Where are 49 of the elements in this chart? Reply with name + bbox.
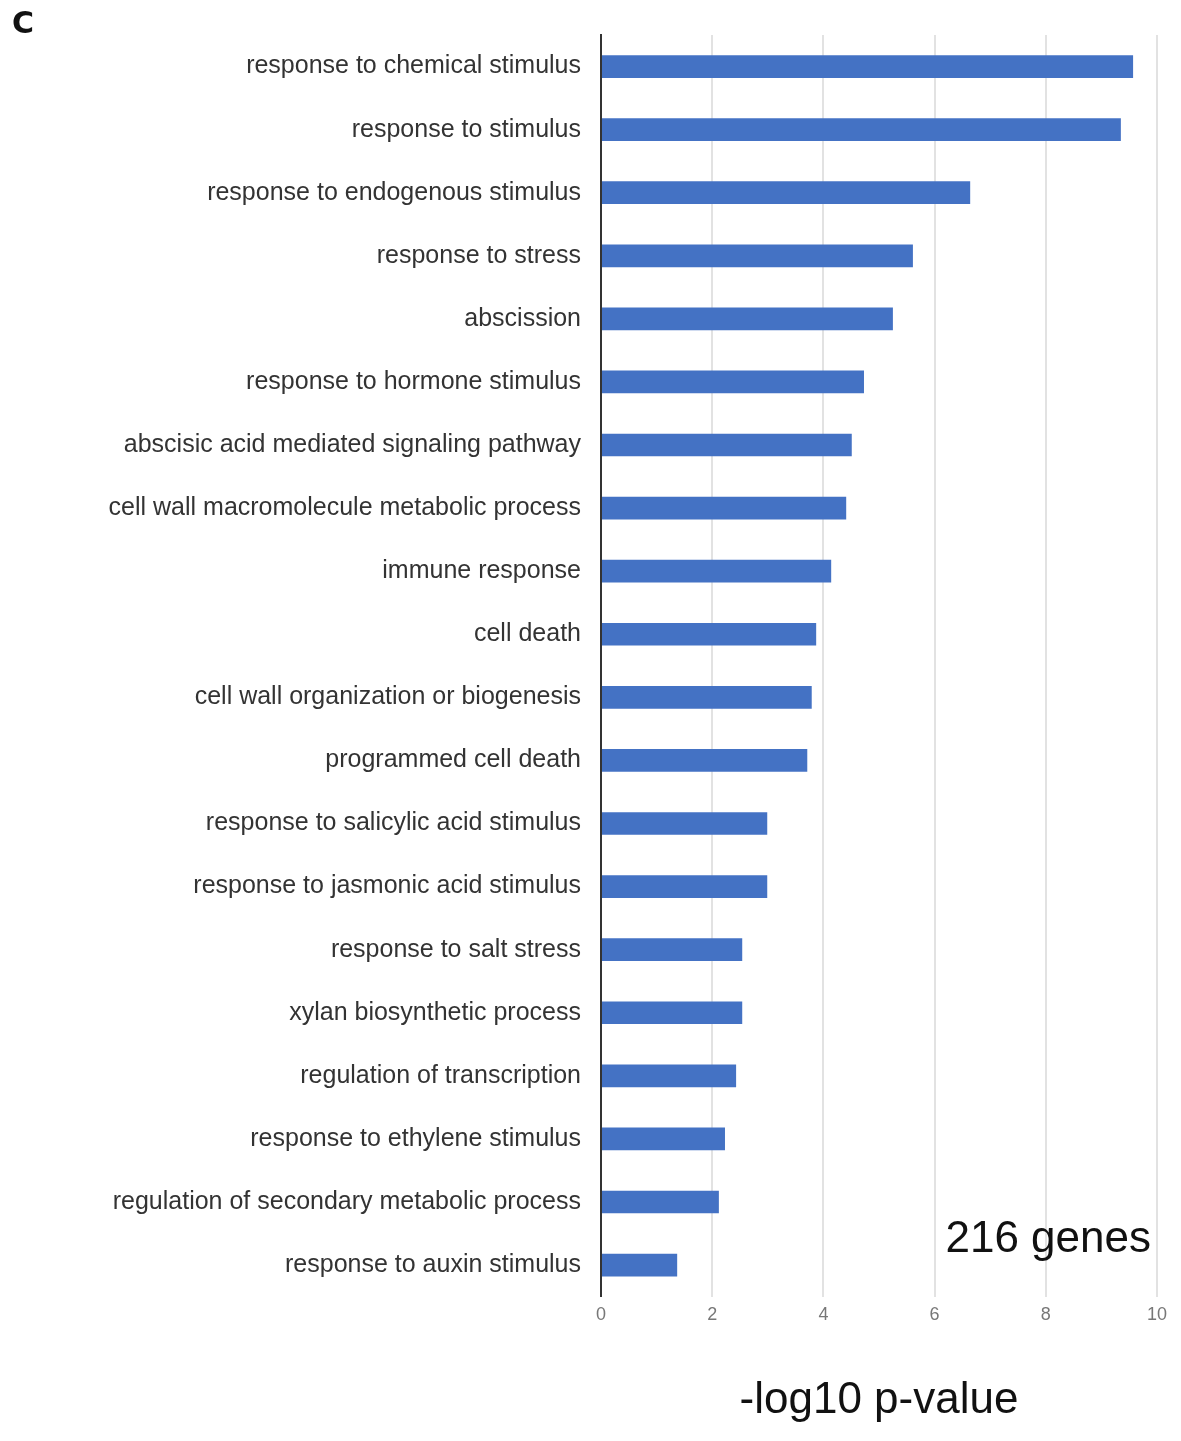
y-tick-label: immune response	[382, 555, 581, 584]
bar	[602, 875, 768, 898]
y-tick-label: abscission	[464, 302, 581, 331]
x-tick-label: 4	[818, 1304, 829, 1325]
bar	[602, 1253, 678, 1277]
bar	[602, 1127, 725, 1151]
y-tick-label: regulation of transcription	[300, 1059, 581, 1088]
bar	[602, 1190, 719, 1214]
y-tick-label: response to stimulus	[351, 113, 581, 142]
y-tick-label: response to stress	[376, 239, 581, 268]
bar	[602, 749, 808, 772]
bar	[602, 938, 743, 962]
y-tick-label: cell wall macromolecule metabolic process	[108, 491, 581, 520]
y-tick-label: response to hormone stimulus	[246, 365, 581, 394]
bar	[602, 244, 913, 268]
y-tick-label: abscisic acid mediated signaling pathway	[123, 428, 582, 457]
y-tick-label: response to ethylene stimulus	[250, 1122, 581, 1151]
y-tick-label: regulation of secondary metabolic process	[112, 1185, 581, 1214]
y-tick-label: xylan biosynthetic process	[289, 996, 581, 1025]
bar	[602, 307, 893, 331]
x-tick-label: 2	[707, 1304, 718, 1325]
x-tick-label: 0	[595, 1304, 607, 1325]
y-tick-label: response to chemical stimulus	[246, 50, 581, 79]
x-tick-label: 8	[1040, 1304, 1051, 1325]
bar	[602, 433, 852, 457]
bar	[602, 812, 768, 835]
bar	[602, 1064, 737, 1088]
bar	[602, 181, 971, 205]
x-tick-label: 6	[929, 1304, 940, 1325]
y-tick-label: cell wall organization or biogenesis	[194, 681, 581, 710]
y-tick-label: response to jasmonic acid stimulus	[193, 870, 581, 899]
bar	[602, 685, 812, 709]
bar	[602, 559, 832, 583]
x-tick-label: 10	[1146, 1304, 1168, 1325]
y-tick-label: response to salt stress	[330, 933, 581, 962]
text: C	[12, 4, 35, 40]
annotation: 216 genes	[945, 1211, 1151, 1261]
bar	[602, 1001, 743, 1025]
y-tick-label: programmed cell death	[325, 744, 581, 773]
y-tick-label: response to auxin stimulus	[285, 1248, 581, 1277]
bar	[602, 370, 864, 394]
y-tick-label: response to endogenous stimulus	[207, 176, 581, 205]
x-axis-title: -log10 p-value	[739, 1372, 1019, 1422]
bar	[602, 622, 817, 646]
bar	[602, 118, 1121, 141]
bar	[602, 55, 1134, 78]
bar	[602, 496, 847, 520]
y-tick-label: response to salicylic acid stimulus	[205, 807, 581, 836]
y-tick-label: cell death	[473, 618, 581, 647]
